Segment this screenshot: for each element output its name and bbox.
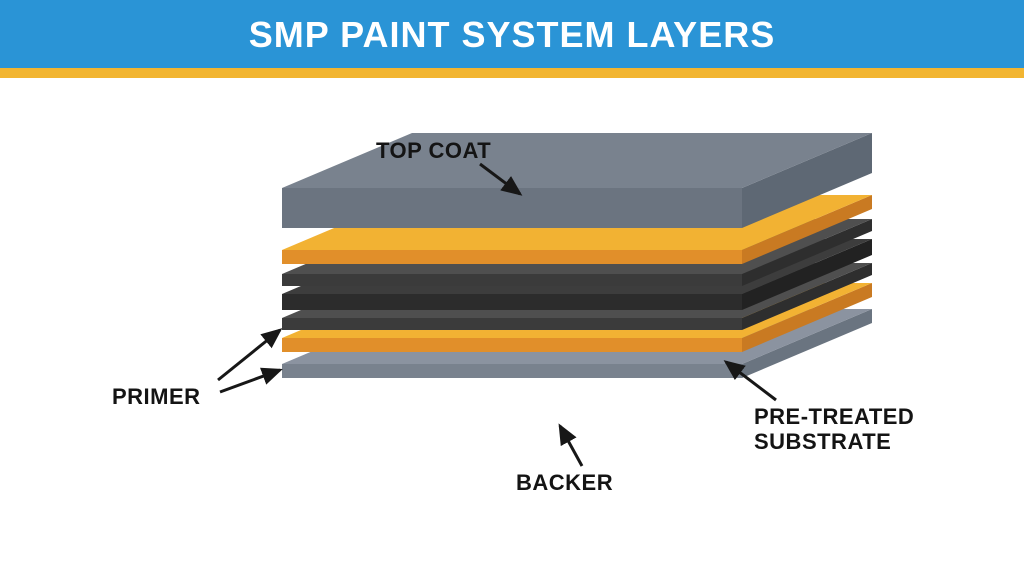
header-banner: SMP PAINT SYSTEM LAYERS bbox=[0, 0, 1024, 78]
label-substrate: PRE-TREATED SUBSTRATE bbox=[754, 404, 914, 455]
label-top-coat: TOP COAT bbox=[376, 138, 491, 163]
header-underline bbox=[0, 68, 1024, 78]
layers-diagram bbox=[0, 78, 1024, 561]
label-backer: BACKER bbox=[516, 470, 613, 495]
diagram-area: TOP COAT PRIMER BACKER PRE-TREATED SUBST… bbox=[0, 78, 1024, 561]
label-primer: PRIMER bbox=[112, 384, 201, 409]
page-title: SMP PAINT SYSTEM LAYERS bbox=[0, 0, 1024, 68]
